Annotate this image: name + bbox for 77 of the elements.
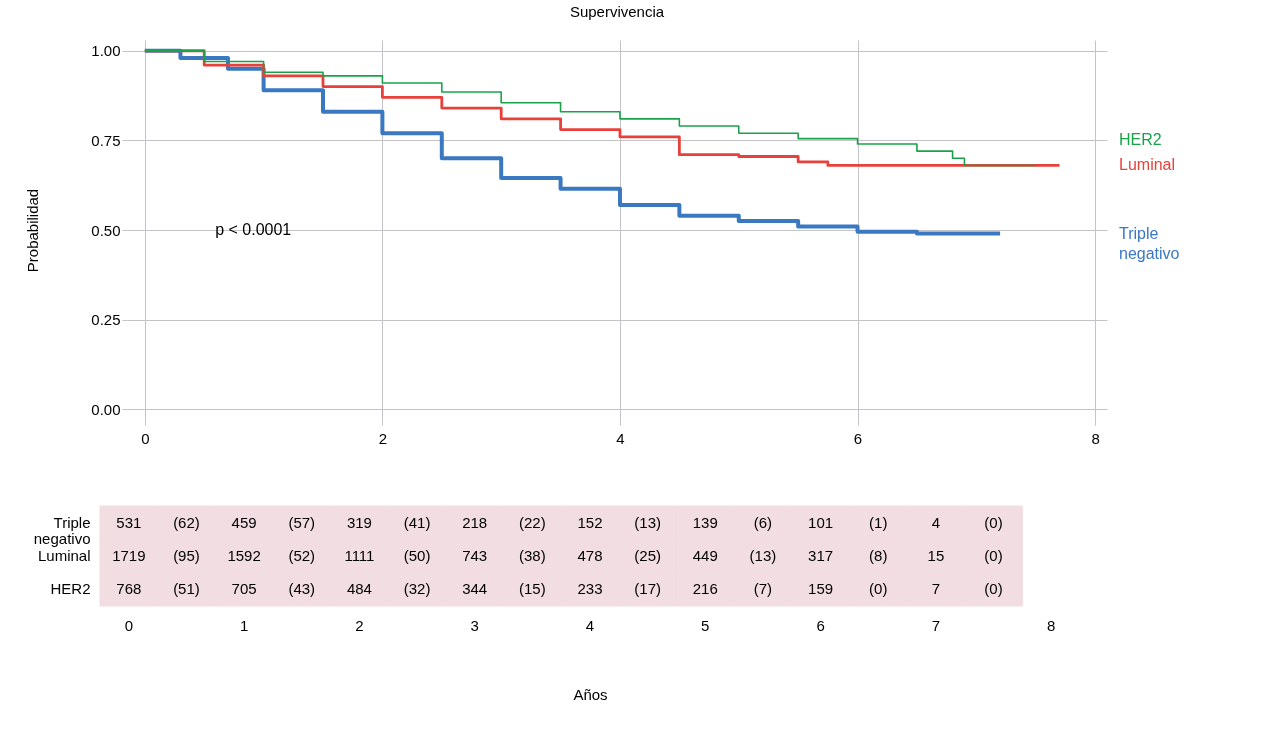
data-label: (95): [173, 547, 200, 564]
data-label: 768: [116, 580, 142, 598]
data-label: 743: [462, 547, 488, 564]
data-label: (57): [288, 513, 316, 531]
data-label: 101: [808, 513, 834, 531]
y-tick-label: 0.00: [91, 400, 121, 418]
data-label: (25): [634, 547, 661, 564]
data-label: 449: [692, 547, 718, 564]
x-tick-label: 6: [816, 616, 825, 634]
data-label: (51): [173, 580, 200, 598]
data-label: 7: [931, 580, 941, 598]
x-tick-label: 8: [1047, 616, 1056, 634]
text: HER2: [1119, 131, 1162, 149]
data-label: 344: [462, 580, 488, 598]
data-label: 319: [346, 513, 372, 531]
data-label: (15): [519, 580, 546, 598]
data-label: (50): [403, 547, 431, 564]
data-label: 1592: [227, 547, 261, 564]
data-label: 15: [927, 547, 945, 564]
data-label: 1719: [112, 547, 146, 564]
data-label: (0): [869, 580, 888, 598]
data-label: (13): [749, 547, 777, 564]
data-label: (41): [403, 513, 431, 531]
text: Luminal: [1119, 156, 1176, 174]
x-tick-label: 3: [470, 616, 479, 634]
x-tick-label: 7: [931, 616, 941, 634]
y-tick-label: 0.75: [91, 131, 121, 149]
data-label: (62): [173, 513, 200, 531]
annotation: p < 0.0001: [215, 221, 292, 238]
data-label: 484: [346, 580, 372, 598]
data-label: 152: [577, 513, 603, 531]
x-tick-label: 0: [124, 616, 133, 634]
x-tick-label: 2: [355, 616, 364, 634]
x-axis-title: Años: [573, 685, 608, 703]
data-label: 139: [692, 513, 718, 531]
x-tick-label: 0: [141, 429, 150, 447]
y-tick-label: Luminal: [37, 547, 91, 564]
data-label: 216: [692, 580, 718, 598]
data-label: (0): [984, 513, 1003, 531]
x-tick-label: 4: [585, 616, 595, 634]
x-tick-label: 6: [853, 429, 863, 447]
data-label: (7): [753, 580, 773, 598]
data-label: 478: [577, 547, 603, 564]
data-label: (38): [519, 547, 546, 564]
y-tick-label: 0.25: [91, 311, 121, 329]
data-label: (17): [634, 580, 661, 598]
data-label: (0): [984, 547, 1003, 564]
data-label: 218: [462, 513, 488, 531]
y-tick-label: 1.00: [91, 42, 121, 60]
data-label: 459: [231, 513, 257, 531]
data-label: (52): [288, 547, 316, 564]
data-label: 1111: [344, 547, 375, 564]
data-label: 317: [808, 547, 834, 564]
y-tick-label: 0.50: [91, 221, 121, 239]
data-label: (8): [869, 547, 888, 564]
data-label: (0): [984, 580, 1003, 598]
x-tick-label: 2: [378, 429, 388, 447]
data-label: 4: [931, 513, 941, 531]
data-label: 159: [808, 580, 834, 598]
y-axis-title: Probabilidad: [23, 188, 41, 273]
data-label: (43): [288, 580, 316, 598]
data-label: 233: [577, 580, 603, 598]
data-label: (6): [753, 513, 773, 531]
data-label: 705: [231, 580, 257, 598]
data-label: 531: [116, 513, 142, 531]
data-label: (22): [519, 513, 546, 531]
data-label: (13): [634, 513, 661, 531]
x-tick-label: 4: [616, 429, 625, 447]
y-tick-label: Triple negativo: [33, 513, 91, 547]
text: Triple negativo: [1119, 224, 1180, 262]
x-tick-label: 5: [701, 616, 710, 634]
chart-title: Supervivencia: [569, 3, 665, 20]
data-label: (32): [403, 580, 431, 598]
data-label: (1): [869, 513, 888, 531]
x-tick-label: 1: [239, 616, 249, 634]
x-tick-label: 8: [1091, 429, 1100, 447]
y-tick-label: HER2: [50, 580, 91, 598]
